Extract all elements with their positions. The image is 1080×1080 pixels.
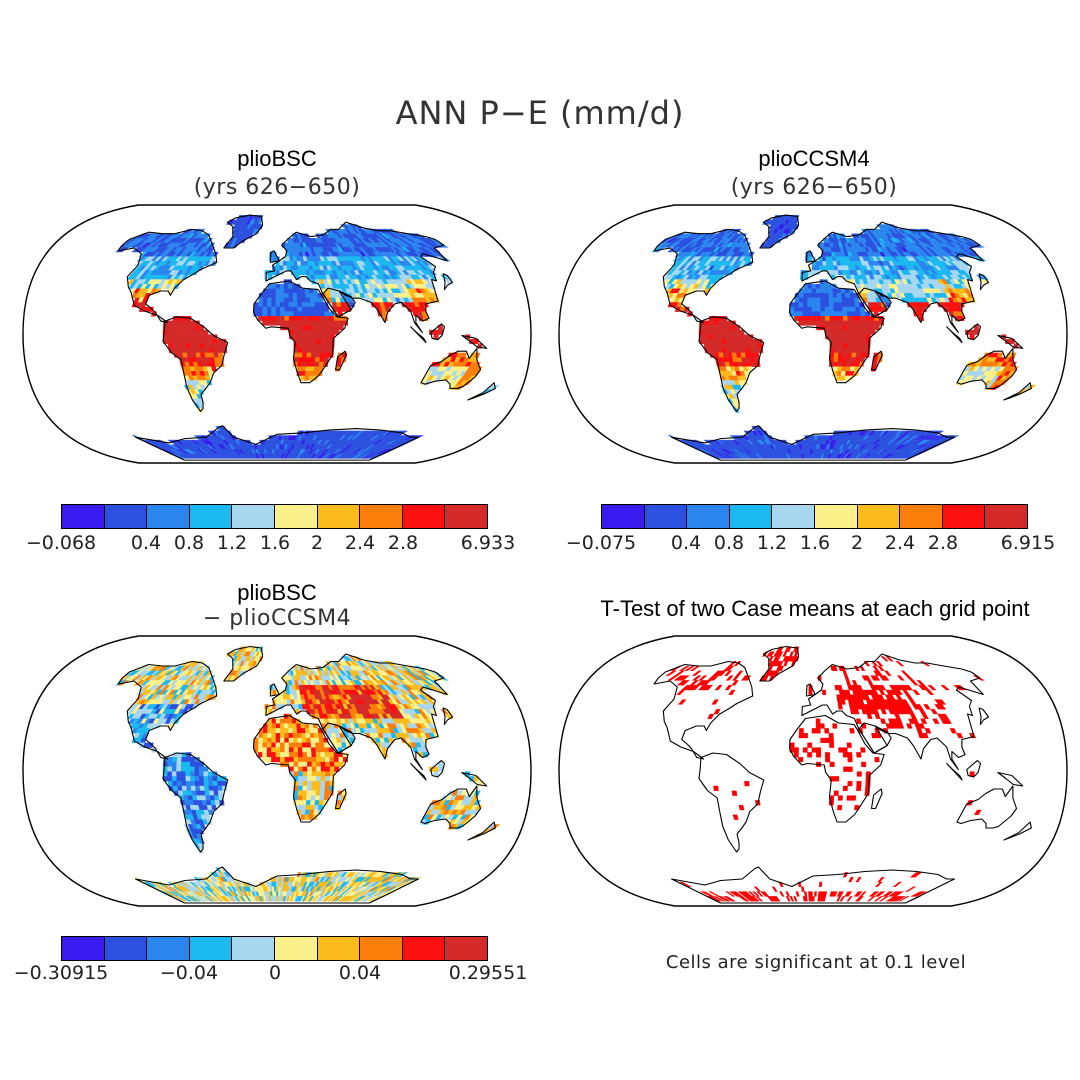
colorbar-swatch [317, 937, 361, 960]
colorbar-swatch [445, 505, 487, 528]
map-plioccsm4 [558, 204, 1068, 464]
colorbar-swatch [232, 937, 275, 960]
panel-title-plioccsm4: plioCCSM4 [758, 146, 870, 171]
colorbar-swatch [62, 505, 105, 528]
colorbar-swatch [602, 505, 645, 528]
colorbar-tick-label: 6.915 [1000, 532, 1056, 554]
colorbar-swatch [402, 937, 446, 960]
map-pliobsc [22, 204, 532, 464]
colorbar-tick-label: 1.2 [216, 532, 248, 554]
colorbar-tick-label: −0.075 [565, 532, 637, 554]
colorbar-tick-label: −0.30915 [13, 962, 109, 984]
colorbar-tick-label: 1.6 [259, 532, 291, 554]
map-difference [22, 635, 532, 907]
panel-subtitle-diff: − plioCCSM4 [202, 606, 352, 631]
colorbar-tick-label: 2.8 [387, 532, 419, 554]
colorbar-swatch [62, 937, 105, 960]
panel-title-diff: plioBSC [237, 580, 317, 605]
colorbar-swatch [147, 937, 190, 960]
colorbar-swatch [360, 505, 403, 528]
colorbar-pliobsc [61, 504, 488, 529]
colorbar-tick-label: 0.4 [130, 532, 162, 554]
colorbar-swatch [104, 505, 148, 528]
colorbar-swatch [985, 505, 1027, 528]
colorbar-difference [61, 936, 488, 961]
colorbar-tick-label: 0.8 [713, 532, 745, 554]
colorbar-tick-label: −0.04 [159, 962, 219, 984]
colorbar-swatch [857, 505, 901, 528]
colorbar-swatch [942, 505, 986, 528]
colorbar-tick-label: 0.4 [670, 532, 702, 554]
colorbar-swatch [814, 505, 858, 528]
colorbar-tick-label: 0.8 [173, 532, 205, 554]
colorbar-swatch [274, 505, 318, 528]
colorbar-tick-label: 2.8 [927, 532, 959, 554]
colorbar-swatch [147, 505, 190, 528]
panel-subtitle-pliobsc: (yrs 626−650) [193, 175, 361, 200]
colorbar-tick-label: 6.933 [460, 532, 516, 554]
colorbar-swatch [274, 937, 318, 960]
significance-note: Cells are significant at 0.1 level [665, 952, 967, 973]
colorbar-swatch [104, 937, 148, 960]
colorbar-tick-label: 2 [850, 532, 864, 554]
colorbar-swatch [900, 505, 943, 528]
colorbar-tick-label: 2.4 [344, 532, 376, 554]
colorbar-tick-label: 2 [310, 532, 324, 554]
colorbar-swatch [189, 505, 233, 528]
colorbar-tick-label: 1.2 [756, 532, 788, 554]
colorbar-swatch [189, 937, 233, 960]
colorbar-swatch [772, 505, 815, 528]
colorbar-swatch [729, 505, 773, 528]
colorbar-swatch [445, 937, 487, 960]
colorbar-tick-label: −0.068 [25, 532, 97, 554]
colorbar-swatch [360, 937, 403, 960]
figure-title: ANN P−E (mm/d) [395, 94, 685, 132]
colorbar-tick-label: 0 [268, 962, 282, 984]
colorbar-plioccsm4 [601, 504, 1028, 529]
colorbar-swatch [232, 505, 275, 528]
panel-title-ttest: T-Test of two Case means at each grid po… [600, 596, 1030, 621]
colorbar-tick-label: 0.04 [338, 962, 382, 984]
colorbar-swatch [687, 505, 730, 528]
colorbar-swatch [317, 505, 361, 528]
colorbar-swatch [402, 505, 446, 528]
map-ttest [558, 635, 1068, 907]
colorbar-tick-label: 2.4 [884, 532, 916, 554]
panel-subtitle-plioccsm4: (yrs 626−650) [730, 175, 898, 200]
colorbar-tick-label: 0.29551 [448, 962, 528, 984]
panel-title-pliobsc: plioBSC [237, 146, 317, 171]
colorbar-tick-label: 1.6 [799, 532, 831, 554]
colorbar-swatch [644, 505, 688, 528]
